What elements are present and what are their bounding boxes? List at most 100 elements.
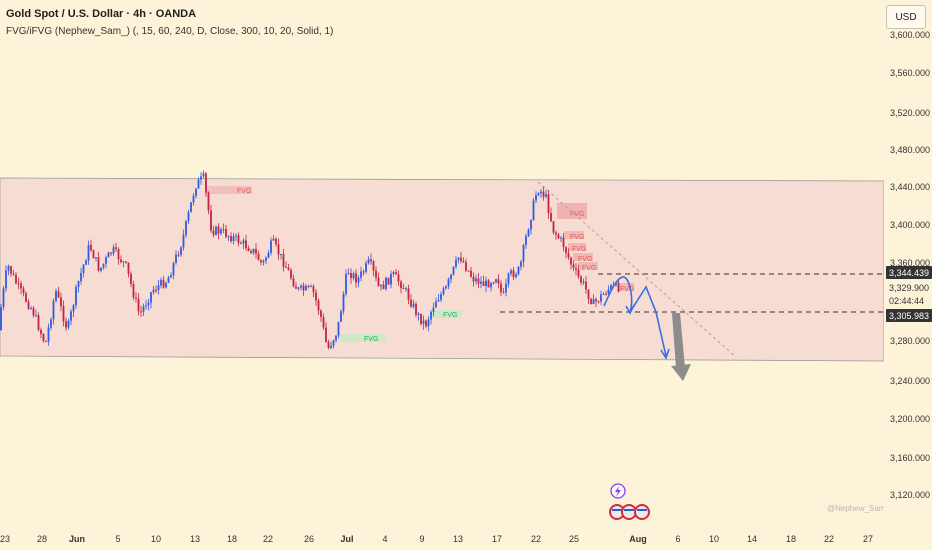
candle-body [387,277,390,285]
candle-body [152,289,155,293]
candle-body [422,320,425,324]
candle-body [330,345,332,348]
candle-body [545,194,547,197]
candle-body [530,220,532,230]
candle-body [327,342,330,348]
candle-body [365,263,367,272]
candle-body [267,252,270,258]
candle-body [65,321,67,328]
candle-body [415,303,417,315]
time-tick-label: Jun [69,534,85,544]
candle-body [342,293,345,312]
candle-body [277,244,280,255]
candle-body [12,273,15,275]
candle-body [92,250,95,259]
time-axis[interactable]: 23 28 Jun 5 10 13 18 22 26 Jul 4 9 13 17 22 25 Aug 6 10 14 1… [0,528,932,550]
candle-body [287,267,290,271]
candle-body [490,283,492,288]
time-tick-label: Jul [340,534,353,544]
candle-body [582,281,585,283]
candle-body [7,266,10,271]
candle-body [580,276,582,283]
candle-body [462,261,465,263]
candle-body [400,281,402,288]
candle-body [557,234,560,239]
fvg-label: FVG [582,265,596,272]
candle-body [477,278,480,284]
candle-body [202,173,205,177]
candle-body [560,237,562,239]
candle-body [272,238,275,241]
currency-button[interactable]: USD [886,5,926,29]
candle-body [440,294,442,300]
candle-body [175,254,177,263]
candle-body [357,277,360,283]
candle-body [137,298,140,312]
candle-body [535,195,537,201]
candle-body [497,279,500,284]
candle-body [577,269,580,277]
candle-body [485,280,487,286]
candle-body [340,311,342,322]
price-axis[interactable]: 3,600.000 3,560.000 3,520.000 3,480.000 3,44… [884,0,932,530]
bearish-target-arrow [671,313,691,381]
candle-body [465,262,467,271]
candle-body [237,235,240,244]
candle-body [242,240,245,244]
candle-body [587,289,590,299]
candle-body [532,200,535,221]
candle-body [537,193,540,196]
candle-body [355,273,357,283]
candle-body [297,287,300,289]
candle-body [177,254,180,256]
candle-body [62,306,65,322]
candle-body [482,281,485,286]
candle-body [300,285,302,288]
candle-body [60,297,62,307]
fvg-zones [206,186,634,342]
candle-body [595,299,597,302]
candle-body [217,226,220,234]
time-tick-label: 25 [569,534,579,544]
candle-body [472,276,475,282]
time-tick-label: 22 [263,534,273,544]
candle-body [72,305,75,312]
candle-body [270,240,272,253]
candle-body [222,229,225,231]
candle-body [142,306,145,312]
candle-body [417,313,420,315]
candle-body [480,281,482,284]
candle-body [605,293,607,295]
candle-body [250,250,252,253]
candle-body [550,213,552,222]
time-tick-label: 27 [863,534,873,544]
candle-body [377,277,380,287]
candle-body [110,252,112,254]
candle-body [487,280,490,288]
candle-body [192,195,195,203]
indicator-legend: FVG/iFVG (Nephew_Sam_) (, 15, 60, 240, D… [6,26,334,37]
candle-body [45,341,47,343]
candle-body [135,297,137,299]
candle-body [447,279,450,287]
lightning-event-icon[interactable] [610,483,626,499]
time-tick-label: 10 [709,534,719,544]
candle-body [150,292,152,303]
candle-body [295,286,297,289]
price-tick-label: 3,240.000 [890,376,930,386]
candle-body [252,248,255,253]
candle-body [55,291,57,301]
candle-body [145,305,147,307]
candle-body [427,319,430,327]
candle-body [285,266,287,268]
candle-body [425,320,427,327]
candle-body [437,299,440,302]
candle-body [517,266,520,275]
candle-body [602,293,605,295]
candle-body [67,320,70,328]
candle-body [90,244,92,251]
candle-body [280,253,282,255]
us-flag-event-icon[interactable] [609,504,650,520]
price-tag: 3,305.983 [889,311,929,321]
